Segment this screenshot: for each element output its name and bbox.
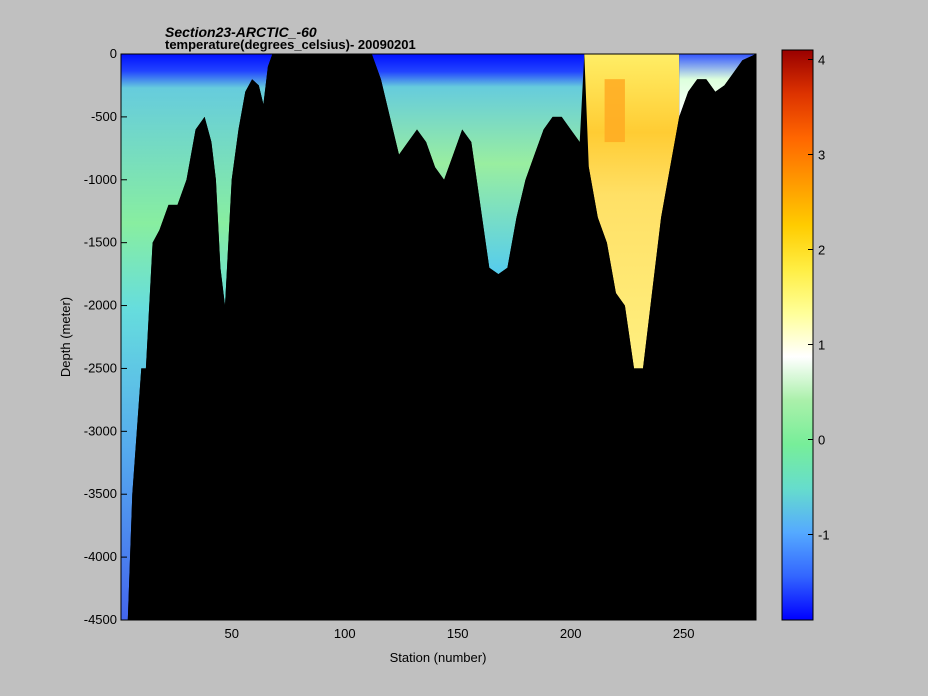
x-axis: 50 100 150 200 250 — [224, 614, 695, 641]
y-tick-label: -500 — [91, 109, 117, 124]
water-region-west — [121, 54, 273, 620]
y-tick-label: -2500 — [84, 360, 117, 375]
y-tick-label: -1500 — [84, 235, 117, 250]
y-tick-label: -3500 — [84, 486, 117, 501]
seafloor-mask — [121, 54, 756, 620]
colorbar-tick-label: 4 — [818, 53, 825, 68]
water-column — [121, 54, 756, 620]
x-tick-label: 50 — [224, 626, 238, 641]
colorbar-ticks: -1 0 1 2 3 4 — [808, 53, 830, 543]
colorbar-fill — [781, 49, 814, 621]
y-axis-label: Depth (meter) — [58, 297, 73, 377]
y-tick-label: -3000 — [84, 423, 117, 438]
plot-frame — [120, 53, 757, 621]
plot-area — [121, 54, 756, 620]
y-tick-label: 0 — [110, 46, 117, 61]
water-region-central — [371, 54, 585, 275]
colorbar-tick-label: 1 — [818, 338, 825, 353]
y-axis: 0 -500 -1000 -1500 -2000 -2500 -3000 -3500 -4000… — [84, 46, 127, 627]
chart-title: Section23-ARCTIC_-60 — [165, 24, 317, 40]
water-region-east — [679, 54, 756, 117]
chart-subtitle: temperature(degrees_celsius)- 20090201 — [165, 37, 416, 52]
x-tick-label: 150 — [447, 626, 469, 641]
x-tick-label: 200 — [560, 626, 582, 641]
x-tick-label: 100 — [334, 626, 356, 641]
colorbar-tick-label: 3 — [818, 148, 825, 163]
y-tick-label: -4500 — [84, 612, 117, 627]
x-tick-label: 250 — [673, 626, 695, 641]
colorbar: -1 0 1 2 3 4 — [781, 49, 830, 621]
y-tick-label: -2000 — [84, 298, 117, 313]
colorbar-tick-label: 2 — [818, 243, 825, 258]
warm-core — [604, 79, 625, 143]
y-tick-label: -1000 — [84, 172, 117, 187]
colorbar-tick-label: -1 — [818, 528, 830, 543]
x-axis-label: Station (number) — [390, 650, 487, 665]
y-tick-label: -4000 — [84, 549, 117, 564]
colorbar-tick-label: 0 — [818, 433, 825, 448]
